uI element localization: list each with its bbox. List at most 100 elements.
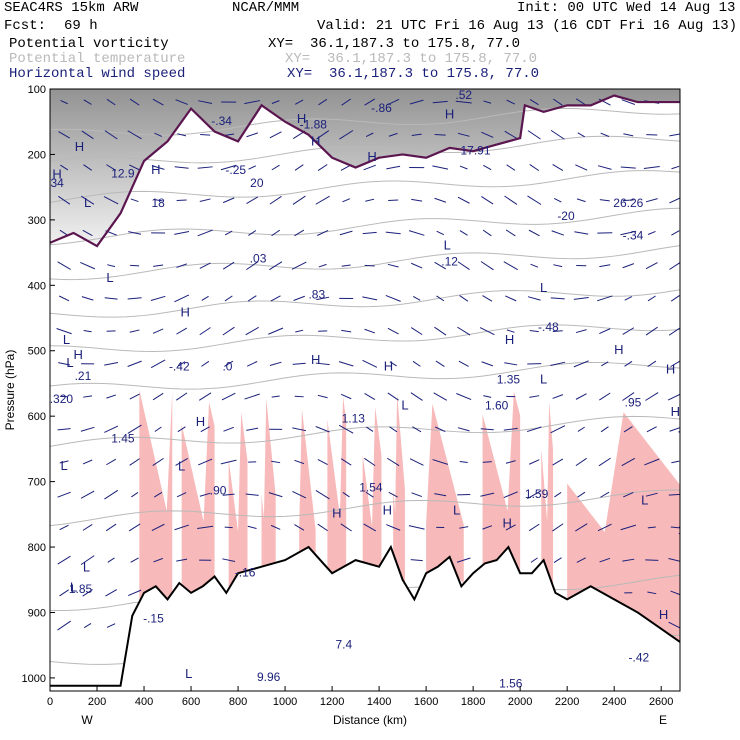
wind-arrow (529, 164, 540, 172)
wind-arrow (669, 427, 680, 432)
wind-arrow (365, 198, 375, 202)
wind-arrow (80, 262, 96, 270)
wind-arrow (151, 523, 165, 532)
wind-arrow (669, 133, 680, 137)
x-tick-label: 2000 (508, 696, 532, 708)
wind-arrow (671, 230, 680, 236)
wind-arrow (363, 523, 377, 532)
pv-shading-region (482, 391, 521, 574)
wind-arrow (58, 362, 71, 366)
wind-arrow (527, 490, 542, 500)
wind-arrow (529, 395, 540, 398)
wind-arrow (622, 558, 635, 562)
wind-arrow (269, 195, 282, 205)
wind-arrow (457, 132, 470, 137)
wind-arrow (599, 264, 611, 268)
wind-arrow (176, 492, 187, 498)
wind-arrow (459, 230, 468, 236)
wind-arrow (106, 164, 117, 171)
wind-arrow (295, 329, 304, 333)
wind-arrow (411, 133, 422, 136)
wind-arrow (622, 327, 635, 335)
wind-arrow (552, 394, 564, 399)
wind-arrow (411, 198, 423, 202)
contour-value-label: -.34 (623, 229, 644, 243)
wind-arrow (409, 458, 424, 466)
wind-arrow (599, 328, 611, 335)
wind-arrow (550, 297, 565, 300)
x-axis-west-label: W (81, 713, 93, 727)
wind-arrow (622, 199, 634, 202)
wind-arrow (436, 295, 445, 302)
wind-arrow (530, 263, 539, 268)
contour-value-label: .21 (75, 369, 92, 383)
wind-arrow (59, 460, 69, 464)
wind-arrow (154, 491, 163, 498)
wind-arrow (364, 457, 376, 467)
pv-shading-region (567, 412, 680, 642)
wind-arrow (223, 426, 234, 432)
wind-arrow (575, 457, 587, 467)
low-marker: L (540, 371, 547, 386)
high-marker: H (671, 404, 680, 419)
wind-arrow (411, 262, 423, 269)
field-name-theta: Potential temperature (9, 51, 186, 67)
wind-arrow (645, 262, 658, 270)
wind-arrow (364, 98, 376, 106)
wind-arrow (244, 100, 261, 105)
contour-value-label: 1.56 (499, 677, 523, 691)
wind-arrow (59, 524, 69, 531)
wind-arrow (129, 393, 140, 400)
wind-arrow (152, 98, 164, 106)
contour-value-label: -.15 (143, 611, 164, 625)
wind-arrow (411, 492, 423, 498)
low-marker: L (60, 458, 67, 473)
contour-value-label: .0 (222, 359, 232, 373)
wind-arrow (482, 295, 493, 302)
org-name: NCAR/MMM (232, 0, 300, 16)
pv-shading-region (327, 396, 347, 573)
wind-arrow (646, 426, 657, 433)
wind-arrow (176, 558, 188, 562)
wind-arrow (58, 131, 70, 139)
high-marker: H (659, 607, 668, 622)
high-marker: H (196, 414, 205, 429)
wind-arrow (620, 524, 637, 531)
wind-arrow (175, 392, 188, 401)
contour-value-label: -.48 (538, 320, 559, 334)
wind-arrow (387, 457, 400, 467)
wind-arrow (317, 394, 328, 399)
wind-arrow (81, 296, 94, 301)
wind-arrow (82, 524, 93, 531)
wind-arrow (365, 132, 374, 138)
wind-arrow (246, 261, 259, 271)
y-tick-label: 600 (28, 411, 46, 423)
x-tick-label: 1200 (320, 696, 344, 708)
wind-arrow (456, 393, 472, 401)
wind-arrow (245, 326, 259, 336)
high-marker: H (503, 515, 512, 530)
wind-arrow (247, 525, 257, 530)
contour-value-label: -20 (557, 209, 575, 223)
wind-arrow (412, 426, 422, 433)
wind-arrow (56, 328, 72, 335)
wind-arrow (597, 295, 613, 302)
wind-arrow (294, 164, 304, 171)
wind-arrow (645, 198, 658, 203)
contour-value-label: 1.59 (525, 487, 549, 501)
wind-arrow (58, 295, 70, 302)
contour-value-label: -.34 (211, 114, 232, 128)
pv-shading-region (261, 398, 276, 567)
pv-shading-region (393, 393, 405, 584)
contour-value-label: 1.60 (485, 399, 509, 413)
wind-arrow (292, 362, 306, 365)
wind-arrow (385, 231, 401, 235)
contour-value-label: -.25 (225, 163, 246, 177)
valid-time: Valid: 21 UTC Fri 16 Aug 13 (16 CDT Fri … (317, 18, 738, 34)
wind-arrow (671, 460, 680, 464)
wind-arrow (387, 392, 399, 401)
wind-arrow (643, 166, 660, 170)
wind-arrow (130, 198, 139, 203)
x-tick-label: 2400 (602, 696, 626, 708)
wind-arrow (599, 557, 611, 563)
